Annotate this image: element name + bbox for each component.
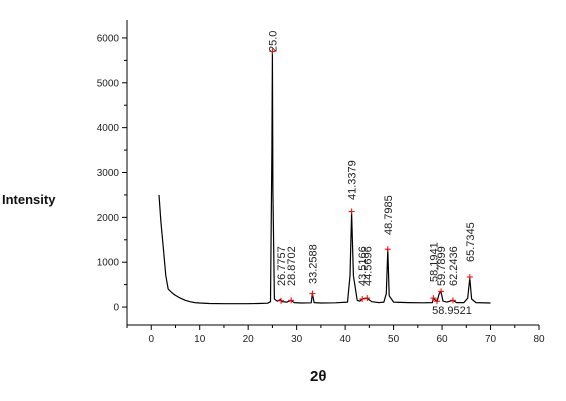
peak-marker <box>269 48 276 55</box>
x-tick-label: 0 <box>148 334 154 345</box>
peak-marker <box>348 208 355 215</box>
peak-marker <box>430 295 437 302</box>
x-tick-label: 70 <box>485 334 497 345</box>
peak-label: 48.7985 <box>383 195 395 235</box>
peak-marker <box>433 298 440 305</box>
peak-marker <box>278 297 285 304</box>
x-tick-label: 30 <box>291 334 303 345</box>
x-axis-label: 2θ <box>310 368 326 385</box>
peak-label: 44.5696 <box>362 246 374 286</box>
y-axis-label: Intensity <box>2 192 56 207</box>
y-tick-label: 5000 <box>97 78 120 89</box>
x-tick-label: 60 <box>436 334 448 345</box>
x-tick-label: 40 <box>340 334 352 345</box>
peak-label: 65.7345 <box>465 222 477 262</box>
peak-label: 59.7899 <box>436 246 448 286</box>
peak-marker <box>364 295 371 302</box>
peak-label: 43.5166 <box>357 246 369 286</box>
peak-label: 28.8702 <box>286 246 298 286</box>
y-tick-label: 3000 <box>97 168 120 179</box>
peak-marker <box>466 274 473 281</box>
plot-area <box>158 48 491 305</box>
y-tick-label: 6000 <box>97 33 120 44</box>
peak-marker <box>384 246 391 253</box>
y-tick-label: 4000 <box>97 123 120 134</box>
peak-label: 58.1941 <box>428 242 440 282</box>
y-tick-label: 1000 <box>97 258 120 269</box>
peak-marker <box>438 288 445 295</box>
x-tick-label: 50 <box>388 334 400 345</box>
peak-label: 33.2588 <box>307 244 319 284</box>
peak-marker <box>288 297 295 304</box>
peak-label: 25.0 <box>267 31 279 52</box>
peak-marker <box>449 297 456 304</box>
peak-label: 62.2436 <box>448 246 460 286</box>
peak-marker <box>359 295 366 302</box>
peak-label: 58.9521 <box>432 305 472 317</box>
x-tick-label: 80 <box>533 334 545 345</box>
peak-label: 41.3379 <box>347 160 359 200</box>
axes: 0 1000 2000 3000 4000 5000 6000 0 10 20 30 40 50 60 70… <box>97 20 545 345</box>
peak-label: 26.7757 <box>276 246 288 286</box>
peak-marker <box>309 290 316 297</box>
x-tick-label: 10 <box>194 334 206 345</box>
xrd-series-line <box>158 50 491 305</box>
y-tick-label: 2000 <box>97 213 120 224</box>
y-tick-label: 0 <box>113 303 119 314</box>
x-tick-label: 20 <box>243 334 255 345</box>
